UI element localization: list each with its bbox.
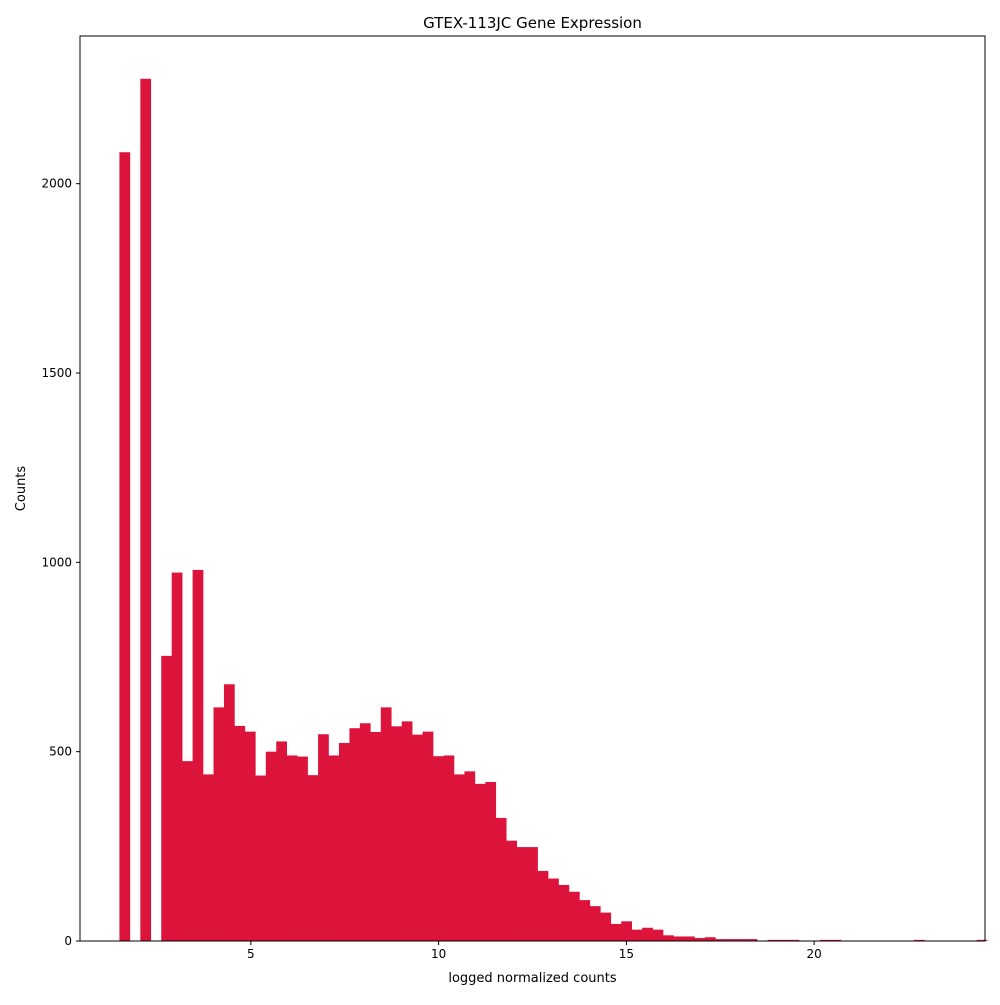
histogram-bar — [485, 781, 497, 941]
histogram-bar — [736, 939, 747, 941]
x-tick-label: 10 — [431, 947, 446, 961]
histogram-bar — [338, 742, 350, 941]
histogram-bar — [370, 731, 382, 941]
histogram-bar — [579, 900, 591, 941]
histogram-bar — [715, 939, 727, 941]
x-tick-label: 20 — [806, 947, 821, 961]
histogram-bar — [182, 761, 193, 941]
histogram-bar — [642, 927, 653, 941]
histogram-bar — [349, 728, 361, 941]
histogram-bar — [161, 655, 172, 941]
histogram-bar — [778, 939, 789, 941]
histogram-bar — [976, 939, 988, 941]
histogram-bar — [255, 775, 267, 941]
y-axis-label: Counts — [14, 466, 29, 512]
histogram-bar — [506, 840, 517, 941]
histogram-bar — [652, 929, 664, 941]
histogram-bar — [401, 721, 413, 941]
histogram-bar — [725, 939, 737, 941]
bars-layer — [119, 78, 988, 942]
histogram-bar — [328, 755, 340, 941]
histogram-bar — [453, 774, 465, 941]
histogram-bar — [568, 891, 580, 941]
histogram-bar — [171, 572, 183, 941]
histogram-bar — [516, 847, 528, 941]
histogram-bar — [412, 734, 423, 941]
histogram-bar — [286, 755, 298, 941]
histogram-bar — [589, 906, 601, 941]
histogram-bar — [913, 939, 925, 941]
y-axis-ticks: 0 500 1000 1500 2000 — [41, 177, 80, 948]
x-axis-label: logged normalized counts — [448, 971, 616, 986]
y-tick-label: 2000 — [41, 177, 72, 191]
y-tick-label: 500 — [49, 745, 72, 759]
histogram-bar — [203, 774, 214, 941]
histogram-bar — [495, 817, 507, 941]
x-tick-label: 5 — [247, 947, 255, 961]
histogram-bar — [558, 884, 570, 941]
histogram-bar — [265, 751, 277, 941]
histogram-bar — [140, 78, 152, 942]
histogram-bar — [464, 771, 476, 941]
histogram-bar — [683, 936, 695, 941]
histogram-bar — [621, 921, 632, 941]
histogram-bar — [610, 923, 622, 941]
histogram-bar — [694, 937, 706, 941]
histogram-bar — [537, 870, 549, 941]
histogram-bar — [767, 939, 779, 941]
histogram-bar — [359, 723, 371, 941]
histogram-bar — [746, 939, 758, 941]
histogram-bar — [244, 731, 256, 941]
histogram-bar — [213, 707, 225, 941]
histogram-bar — [548, 878, 559, 941]
x-tick-label: 15 — [619, 947, 634, 961]
histogram-bar — [443, 755, 455, 941]
y-tick-label: 1500 — [41, 366, 72, 380]
histogram-bar — [527, 847, 538, 941]
histogram-bar — [380, 707, 392, 941]
plot-frame — [79, 35, 986, 942]
histogram-bar — [788, 939, 800, 941]
y-tick-label: 0 — [64, 934, 72, 948]
chart-title: GTEX-113JC Gene Expression — [423, 14, 642, 32]
histogram-bar — [673, 936, 685, 941]
histogram-bar — [830, 939, 842, 941]
histogram-bar — [234, 725, 246, 941]
histogram-bar — [192, 569, 204, 941]
histogram-bar — [422, 731, 434, 941]
histogram-bar — [474, 783, 486, 941]
histogram-bar — [631, 929, 643, 941]
histogram-bar — [223, 684, 235, 941]
histogram-bar — [119, 152, 131, 941]
histogram-bar — [663, 935, 674, 941]
histogram-bar — [297, 756, 308, 941]
histogram-bar — [391, 726, 402, 941]
histogram-bar — [318, 734, 329, 941]
histogram-bar — [819, 939, 831, 941]
x-axis-ticks: 5 10 15 20 — [247, 941, 822, 961]
y-tick-label: 1000 — [41, 555, 72, 569]
histogram-bar — [433, 756, 444, 941]
histogram-bar — [600, 912, 612, 941]
histogram-bar — [276, 741, 287, 941]
histogram-bar — [307, 775, 319, 941]
histogram-bar — [704, 937, 716, 941]
